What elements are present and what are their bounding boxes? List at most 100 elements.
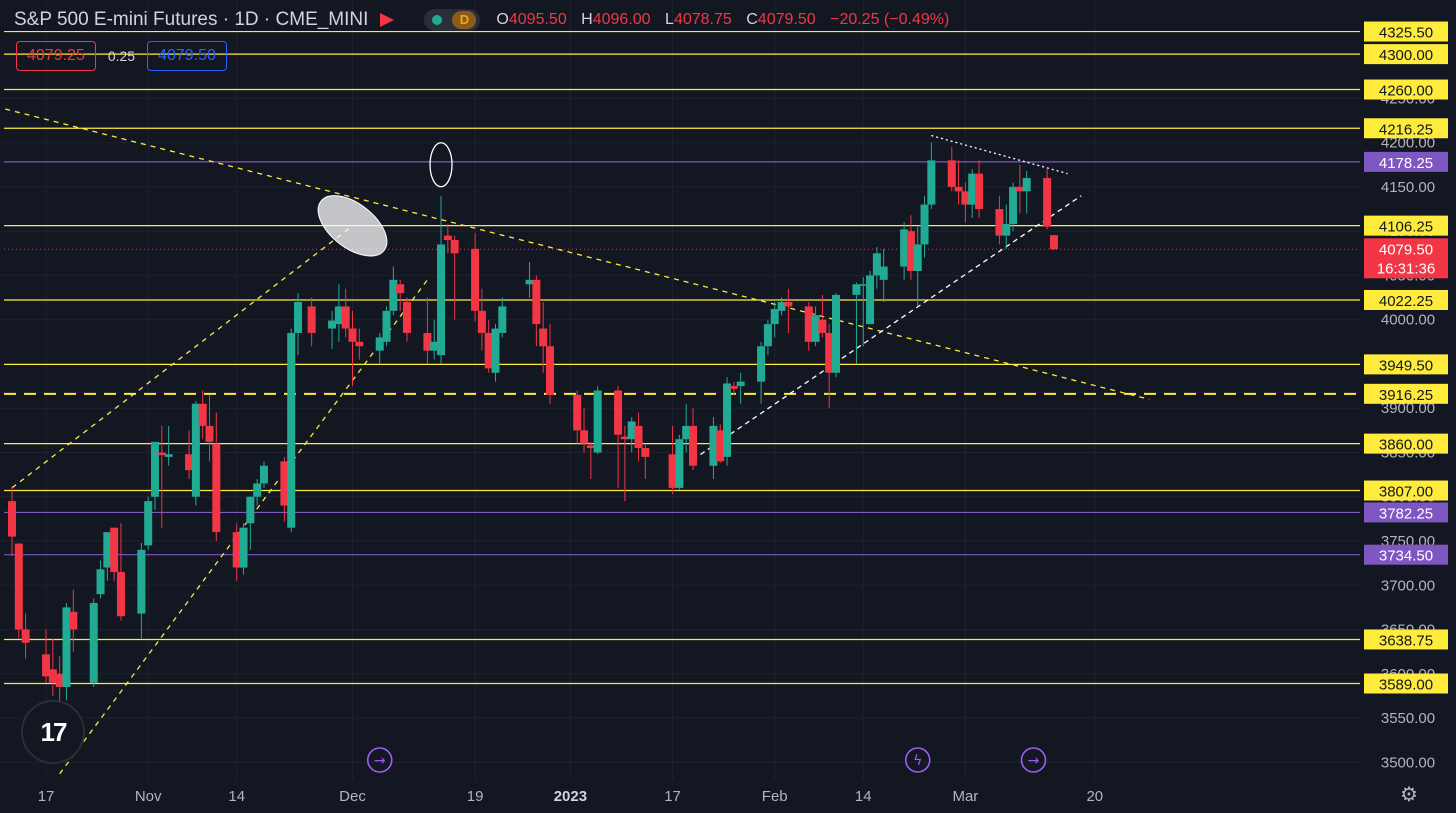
candle-body [144, 501, 153, 546]
time-tick-label: 20 [1086, 788, 1103, 805]
candle-body [641, 448, 650, 457]
candle-body [627, 421, 636, 440]
candle-body [157, 452, 166, 456]
candle-body [573, 394, 582, 431]
level-price-tag [1364, 544, 1448, 565]
candle-body [471, 248, 480, 311]
logo-mark: 17 [40, 716, 68, 747]
candle-body [1015, 186, 1024, 192]
trend-line [11, 225, 353, 489]
candle-body [191, 403, 200, 497]
close-label: C [746, 11, 758, 28]
candle-body [8, 501, 16, 537]
trend-line [931, 134, 1068, 175]
candle-body [328, 320, 337, 329]
candle-body [879, 266, 888, 280]
candle-body [164, 454, 173, 457]
candle-body [443, 235, 452, 241]
candle-body [212, 443, 221, 533]
candle-body [355, 341, 364, 347]
candle-body [757, 346, 766, 382]
time-tick-label: 14 [855, 788, 872, 805]
time-tick-label: 14 [228, 788, 245, 805]
level-price-label: 3782.25 [1379, 505, 1433, 522]
candle-body [872, 253, 881, 276]
dividend-event-icon [366, 747, 393, 773]
high-label: H [581, 11, 593, 28]
candle-body [137, 549, 146, 614]
level-price-label: 4216.25 [1379, 121, 1433, 138]
candle-body [430, 341, 439, 351]
candle-body [975, 173, 984, 210]
level-price-tag [1364, 354, 1448, 375]
buy-button[interactable]: 4079.50 [147, 41, 227, 71]
candle-body [723, 383, 732, 457]
open-value: 4095.50 [508, 11, 567, 28]
candle-body [906, 231, 915, 271]
candle-body [484, 332, 493, 369]
candle-body [866, 275, 875, 325]
candle-body [259, 465, 268, 484]
time-tick-label: 19 [467, 788, 484, 805]
level-price-label: 4300.00 [1379, 47, 1433, 64]
candle-body [246, 496, 255, 524]
low-value: 4078.75 [673, 11, 732, 28]
candle-body [995, 209, 1004, 236]
candle-body [389, 279, 398, 311]
candle-body [1009, 186, 1018, 225]
candle-body [294, 301, 303, 333]
candle-body [437, 244, 446, 356]
candle-body [675, 439, 684, 488]
last-price-tag [1364, 238, 1448, 279]
trend-line [692, 195, 1082, 461]
level-price-label: 3949.50 [1379, 357, 1433, 374]
candle-body [818, 319, 827, 333]
candle-body [777, 301, 786, 311]
last-price-label: 4079.50 [1379, 241, 1433, 258]
dividend-event-icon-glyph: → [1028, 753, 1040, 769]
chart-header: S&P 500 E-mini Futures · 1D · CME_MINI D… [14, 8, 959, 32]
candle-body [811, 315, 820, 342]
price-tick-label: 4200.00 [1381, 135, 1435, 152]
candle-body [110, 527, 119, 572]
candle-body [539, 328, 548, 347]
candle-body [593, 390, 602, 453]
delay-badge: D [452, 11, 477, 29]
candle-body [852, 284, 861, 295]
high-value: 4096.00 [592, 11, 651, 28]
highlight-ellipse [317, 195, 388, 257]
symbol-title[interactable]: S&P 500 E-mini Futures · 1D · CME_MINI [14, 9, 369, 30]
close-value: 4079.50 [757, 11, 816, 28]
price-tick-label: 3700.00 [1381, 577, 1435, 594]
candle-body [580, 430, 589, 444]
level-price-tag [1364, 118, 1448, 139]
tradingview-logo[interactable]: 17 [21, 700, 85, 764]
candle-body [954, 186, 963, 192]
candle-body [89, 602, 98, 683]
candle-body [280, 461, 289, 506]
level-price-label: 4260.00 [1379, 83, 1433, 100]
candle-body [947, 160, 956, 187]
level-price-label: 3638.75 [1379, 632, 1433, 649]
candle-body [14, 543, 23, 630]
level-price-tag [1364, 480, 1448, 501]
level-price-tag [1364, 151, 1448, 172]
change-value: −20.25 (−0.49%) [830, 11, 950, 28]
candle-body [69, 611, 78, 630]
candle-body [334, 306, 343, 325]
level-price-label: 4325.50 [1379, 25, 1433, 42]
candle-body [396, 284, 405, 294]
market-status-pill[interactable]: D [424, 9, 481, 31]
candle-body [620, 436, 629, 440]
flag-icon[interactable] [380, 13, 395, 27]
candle-body [21, 629, 30, 643]
time-tick-label: 17 [664, 788, 681, 805]
candle-body [614, 390, 623, 435]
time-tick-label: Mar [952, 788, 978, 805]
sell-button[interactable]: 4079.25 [16, 41, 96, 71]
candle-body [341, 306, 350, 329]
gear-icon[interactable]: ⚙ [1400, 784, 1418, 806]
candle-body [103, 532, 112, 568]
price-tick-label: 3550.00 [1381, 710, 1435, 727]
